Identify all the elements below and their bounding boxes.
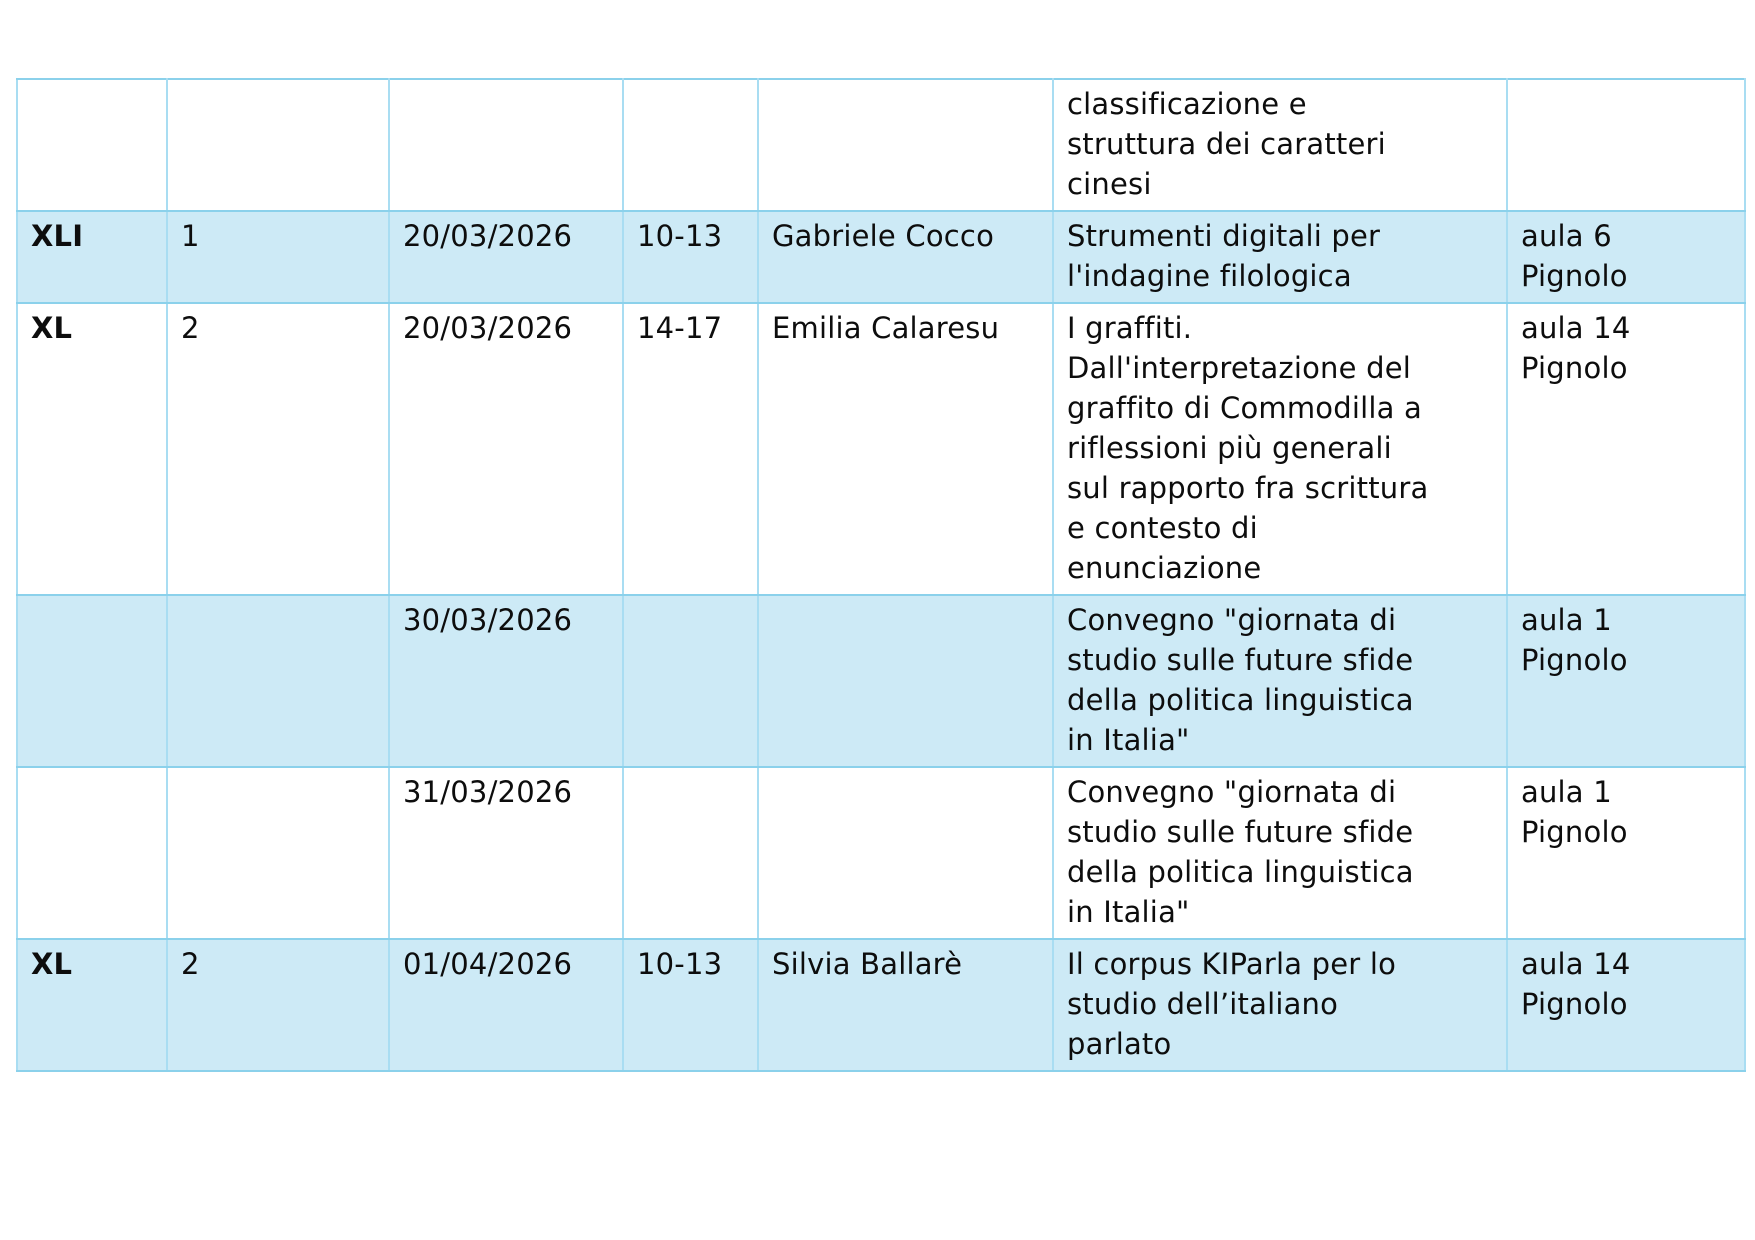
cell-topic: Strumenti digitali per l'indagine filolo… bbox=[1052, 210, 1508, 304]
cell-room: aula 14 Pignolo bbox=[1506, 302, 1746, 596]
cell-series: XLI bbox=[16, 210, 168, 304]
cell-topic: classificazione e struttura dei caratter… bbox=[1052, 78, 1508, 212]
cell-time: 10-13 bbox=[622, 938, 759, 1072]
schedule-row: XL 2 20/03/2026 14-17 Emilia Calaresu I graff… bbox=[16, 302, 1746, 596]
schedule-row: classificazione e struttura dei caratter… bbox=[16, 78, 1746, 212]
schedule-row: 30/03/2026 Convegno "giornata di studio s… bbox=[16, 594, 1746, 768]
cell-series: XL bbox=[16, 302, 168, 596]
cell-series: XL bbox=[16, 938, 168, 1072]
cell-room: aula 14 Pignolo bbox=[1506, 938, 1746, 1072]
cell-date: 20/03/2026 bbox=[388, 210, 624, 304]
cell-teacher: Silvia Ballarè bbox=[757, 938, 1054, 1072]
cell-date: 30/03/2026 bbox=[388, 594, 624, 768]
cell-time bbox=[622, 766, 759, 940]
cell-series bbox=[16, 594, 168, 768]
cell-time: 10-13 bbox=[622, 210, 759, 304]
course-schedule-table: classificazione e struttura dei caratter… bbox=[16, 78, 1746, 1072]
cell-topic: Il corpus KIParla per lo studio dell’ita… bbox=[1052, 938, 1508, 1072]
cell-teacher bbox=[757, 594, 1054, 768]
cell-date bbox=[388, 78, 624, 212]
cell-date: 20/03/2026 bbox=[388, 302, 624, 596]
cell-n bbox=[166, 766, 390, 940]
cell-time bbox=[622, 594, 759, 768]
schedule-table-body: classificazione e struttura dei caratter… bbox=[16, 78, 1746, 1072]
cell-n: 2 bbox=[166, 938, 390, 1072]
cell-n: 2 bbox=[166, 302, 390, 596]
schedule-row: XLI 1 20/03/2026 10-13 Gabriele Cocco Strumen… bbox=[16, 210, 1746, 304]
cell-room: aula 1 Pignolo bbox=[1506, 594, 1746, 768]
cell-date: 01/04/2026 bbox=[388, 938, 624, 1072]
cell-room: aula 6 Pignolo bbox=[1506, 210, 1746, 304]
cell-series bbox=[16, 78, 168, 212]
cell-room bbox=[1506, 78, 1746, 212]
cell-teacher bbox=[757, 766, 1054, 940]
cell-series bbox=[16, 766, 168, 940]
schedule-row: 31/03/2026 Convegno "giornata di studio s… bbox=[16, 766, 1746, 940]
cell-topic: Convegno "giornata di studio sulle futur… bbox=[1052, 594, 1508, 768]
cell-time: 14-17 bbox=[622, 302, 759, 596]
cell-n: 1 bbox=[166, 210, 390, 304]
cell-topic: I graffiti. Dall'interpretazione del gra… bbox=[1052, 302, 1508, 596]
schedule-row: XL 2 01/04/2026 10-13 Silvia Ballarè Il corpu… bbox=[16, 938, 1746, 1072]
cell-n bbox=[166, 594, 390, 768]
cell-time bbox=[622, 78, 759, 212]
cell-teacher: Gabriele Cocco bbox=[757, 210, 1054, 304]
cell-teacher bbox=[757, 78, 1054, 212]
cell-topic: Convegno "giornata di studio sulle futur… bbox=[1052, 766, 1508, 940]
cell-n bbox=[166, 78, 390, 212]
cell-date: 31/03/2026 bbox=[388, 766, 624, 940]
cell-room: aula 1 Pignolo bbox=[1506, 766, 1746, 940]
cell-teacher: Emilia Calaresu bbox=[757, 302, 1054, 596]
